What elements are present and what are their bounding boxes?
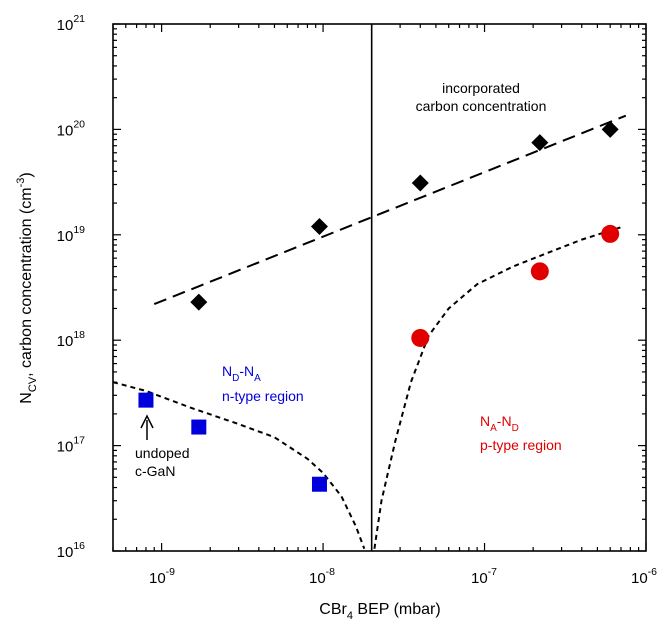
carbon-concentration-point bbox=[601, 120, 619, 138]
annotation-undoped: undoped c-GaN bbox=[135, 445, 190, 479]
x-tick-label: 10-7 bbox=[471, 566, 497, 587]
annotation-n-type-region: ND-NA n-type region bbox=[222, 363, 304, 404]
svg-text:NA-ND: NA-ND bbox=[480, 413, 519, 434]
annotation-incorporated: incorporated carbon concentration bbox=[416, 80, 547, 114]
x-tick-label: 10-8 bbox=[309, 566, 335, 587]
n-type-point bbox=[191, 419, 207, 435]
svg-text:c-GaN: c-GaN bbox=[135, 463, 175, 479]
y-tick-label: 1020 bbox=[57, 118, 86, 139]
arrow-icon bbox=[140, 414, 154, 440]
y-tick-label: 1021 bbox=[57, 13, 86, 34]
y-tick-labels: 1016 1017 1018 1019 1020 1021 bbox=[57, 13, 86, 561]
carbon-concentration-point bbox=[411, 174, 429, 192]
y-tick-label: 1019 bbox=[57, 224, 86, 245]
x-tick-label: 10-6 bbox=[631, 566, 657, 587]
svg-text:p-type region: p-type region bbox=[480, 437, 562, 453]
svg-text:carbon concentration: carbon concentration bbox=[416, 98, 547, 114]
y-tick-label: 1016 bbox=[57, 540, 86, 561]
p-type-point bbox=[530, 262, 549, 281]
data-markers bbox=[138, 120, 620, 492]
carbon-concentration-point bbox=[310, 217, 328, 235]
plot-frame bbox=[112, 23, 647, 552]
y-tick-label: 1017 bbox=[57, 435, 86, 456]
carbon-concentration-point bbox=[531, 134, 549, 152]
y-axis-label: NCV, carbon concentration (cm-3) bbox=[15, 172, 39, 403]
svg-text:undoped: undoped bbox=[135, 445, 190, 461]
p-type-point bbox=[601, 224, 620, 243]
annotation-p-type-region: NA-ND p-type region bbox=[480, 413, 562, 453]
svg-text:n-type region: n-type region bbox=[222, 388, 304, 404]
fit-curve-free-carriers bbox=[373, 226, 622, 549]
fit-curve-free-carriers bbox=[112, 381, 366, 550]
fit-curves bbox=[112, 114, 627, 550]
svg-text:ND-NA: ND-NA bbox=[222, 363, 261, 384]
x-axis-label: CBr4 BEP (mbar) bbox=[319, 601, 440, 622]
carbon-concentration-point bbox=[190, 293, 208, 311]
x-tick-labels: 10-9 10-8 10-7 10-6 bbox=[149, 566, 657, 587]
y-tick-label: 1018 bbox=[57, 329, 86, 350]
p-type-point bbox=[411, 328, 430, 347]
axis-ticks bbox=[112, 23, 647, 552]
fit-line-incorporated-carbon bbox=[153, 114, 627, 306]
x-tick-label: 10-9 bbox=[149, 566, 175, 587]
n-type-point bbox=[311, 476, 327, 492]
n-type-point bbox=[138, 392, 154, 408]
svg-text:incorporated: incorporated bbox=[442, 80, 520, 96]
